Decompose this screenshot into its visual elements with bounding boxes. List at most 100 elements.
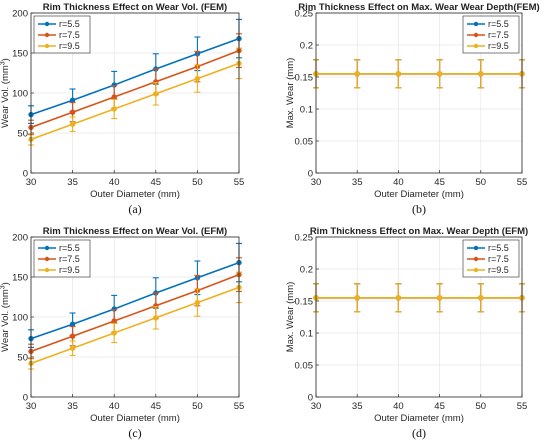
data-point xyxy=(111,318,117,324)
data-point xyxy=(354,71,360,77)
series-line xyxy=(30,49,240,129)
y-tick-label: 0 xyxy=(308,392,313,403)
chart-title: Rim Thickness Effect on Wear Vol. (FEM) xyxy=(43,2,227,13)
y-axis-label-end: ) xyxy=(0,282,11,285)
y-tick-label: 0.15 xyxy=(295,72,314,83)
legend-label: r=5.5 xyxy=(59,19,80,29)
y-axis-label-main: Max. Wear (mm) xyxy=(285,58,296,129)
data-point xyxy=(111,106,117,112)
legend-label: r=5.5 xyxy=(59,243,80,253)
y-axis-label: Wear Vol. (mm3) xyxy=(0,58,11,128)
legend-label: r=7.5 xyxy=(59,30,80,40)
axes-frame xyxy=(315,12,523,174)
legend-marker xyxy=(473,256,479,262)
legend-label: r=9.5 xyxy=(59,265,80,275)
y-axis-label: Max. Wear (mm) xyxy=(285,58,296,129)
legend-label: r=7.5 xyxy=(488,30,509,40)
data-point xyxy=(395,295,402,301)
y-tick-label: 0.25 xyxy=(295,232,314,243)
y-tick-label: 0 xyxy=(308,168,313,179)
legend: r=5.5r=7.5r=9.5 xyxy=(33,15,91,54)
legend-label: r=9.5 xyxy=(59,41,80,51)
legend-label: r=9.5 xyxy=(488,41,509,51)
x-tick-label: 55 xyxy=(517,401,528,412)
x-tick-label: 40 xyxy=(393,401,404,412)
series-line xyxy=(30,261,240,340)
x-axis-label: Outer Diameter (mm) xyxy=(374,189,464,200)
x-tick-label: 40 xyxy=(109,177,120,188)
legend-marker xyxy=(44,32,50,38)
panel-caption: (d) xyxy=(412,426,426,440)
legend-label: r=7.5 xyxy=(488,254,509,264)
x-tick-label: 30 xyxy=(26,401,37,412)
series-line xyxy=(30,62,240,141)
data-point xyxy=(153,91,159,97)
legend-label: r=5.5 xyxy=(488,19,509,29)
legend-marker xyxy=(473,43,479,49)
y-tick-label: 150 xyxy=(12,272,28,283)
series-r=9.5 xyxy=(313,283,525,313)
legend: r=5.5r=7.5r=9.5 xyxy=(462,15,520,54)
series-r=9.5 xyxy=(28,47,242,146)
axes-frame xyxy=(30,12,240,174)
axes-frame xyxy=(315,236,523,398)
axes-frame xyxy=(30,236,240,398)
chart-panel-2: 0 0.05 0.1 0.15 0.2 0.25 30 35 40 45 50 55 Rim Thick… xyxy=(285,2,540,216)
y-tick-label: 0 xyxy=(23,168,28,179)
data-point xyxy=(69,333,76,339)
panel-caption: (a) xyxy=(128,202,141,216)
y-tick-label: 0.2 xyxy=(300,264,313,275)
legend: r=5.5r=7.5r=9.5 xyxy=(33,239,91,278)
data-point xyxy=(69,345,76,351)
data-point xyxy=(436,71,443,77)
legend-marker xyxy=(473,267,479,273)
series-line xyxy=(30,273,240,353)
series-line xyxy=(30,286,240,365)
legend-label: r=7.5 xyxy=(59,254,80,264)
legend-marker xyxy=(473,21,479,27)
y-axis-label-end: ) xyxy=(0,58,11,61)
panel-caption: (b) xyxy=(412,202,426,216)
x-tick-label: 45 xyxy=(151,401,162,412)
x-tick-label: 30 xyxy=(311,401,322,412)
data-point xyxy=(153,315,159,321)
data-point xyxy=(111,94,117,100)
data-point xyxy=(436,295,443,301)
data-point xyxy=(111,330,117,336)
x-tick-label: 50 xyxy=(192,177,203,188)
legend-marker xyxy=(44,256,50,262)
legend-box xyxy=(462,15,520,54)
panel-caption: (c) xyxy=(128,426,141,440)
chart-title: Rim Thickness Effect on Max. Wear Depth … xyxy=(310,226,528,237)
y-tick-label: 100 xyxy=(12,88,28,99)
legend: r=5.5r=7.5r=9.5 xyxy=(462,239,520,278)
y-axis-label: Wear Vol. (mm3) xyxy=(0,282,11,352)
x-axis-label: Outer Diameter (mm) xyxy=(374,413,464,424)
y-tick-label: 200 xyxy=(12,8,28,19)
y-axis-label-main: Wear Vol. (mm xyxy=(0,65,11,128)
data-point xyxy=(478,295,484,301)
chart-panel-3: 0 50 100 150 200 30 35 40 45 50 55 Rim Thickness Ef… xyxy=(0,226,244,440)
y-tick-label: 0.1 xyxy=(300,104,313,115)
x-tick-label: 40 xyxy=(109,401,120,412)
data-point xyxy=(194,75,201,82)
x-tick-label: 30 xyxy=(26,177,37,188)
x-tick-label: 35 xyxy=(67,177,78,188)
data-point xyxy=(69,321,76,327)
chart-panel-4: 0 0.05 0.1 0.15 0.2 0.25 30 35 40 45 50 55 Rim Thick… xyxy=(285,226,528,440)
x-tick-label: 45 xyxy=(151,177,162,188)
y-tick-label: 50 xyxy=(17,352,28,363)
data-point xyxy=(69,121,76,127)
x-tick-label: 40 xyxy=(393,177,404,188)
x-tick-label: 45 xyxy=(434,401,445,412)
data-point xyxy=(478,71,484,77)
x-tick-label: 35 xyxy=(352,401,363,412)
x-axis-label: Outer Diameter (mm) xyxy=(90,189,180,200)
y-tick-label: 50 xyxy=(17,128,28,139)
x-tick-label: 45 xyxy=(434,177,445,188)
y-axis-label-main: Wear Vol. (mm xyxy=(0,289,11,352)
y-axis-label-superscript: 3 xyxy=(0,285,7,289)
y-tick-label: 0.25 xyxy=(295,8,314,19)
y-tick-label: 0.05 xyxy=(295,136,314,147)
y-tick-label: 100 xyxy=(12,312,28,323)
